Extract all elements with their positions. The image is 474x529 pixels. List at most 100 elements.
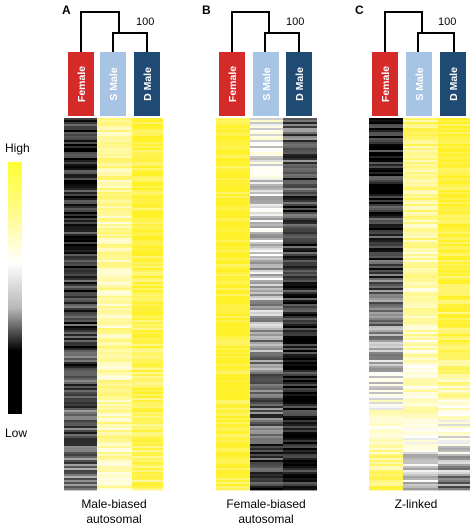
heatmap-cell [216,182,250,185]
heatmap-cell [64,484,97,487]
heatmap-cell [216,294,250,297]
heatmap-cell [64,306,97,309]
heatmap-cell [250,286,283,289]
panel-b: B 100 Female S Male D Male Female-biased… [202,3,317,526]
heatmap-cell [438,256,470,259]
heatmap-cell [438,418,470,421]
heatmap-cell [64,120,97,123]
heatmap-cell [132,156,163,159]
heatmap-cell [369,312,403,315]
heatmap-cell [250,412,283,415]
heatmap-cell [97,438,132,441]
heatmap-cell [132,318,163,321]
heatmap-cell [250,414,283,417]
heatmap-cell [97,336,132,339]
heatmap-cell [283,178,317,181]
heatmap-cell [369,184,403,187]
heatmap-cell [403,364,438,367]
heatmap-cell [369,156,403,159]
heatmap-cell [438,212,470,215]
heatmap-cell [97,182,132,185]
heatmap-column-0 [64,118,97,491]
heatmap-cell [403,416,438,419]
heatmap-cell [64,246,97,249]
heatmap-cell [250,250,283,253]
heatmap-cell [403,120,438,123]
heatmap-cell [369,208,403,211]
heatmap-cell [283,222,317,225]
heatmap-cell [438,410,470,413]
heatmap-cell [250,394,283,397]
heatmap-cell [216,348,250,351]
heatmap-cell [403,426,438,429]
heatmap-cell [216,130,250,133]
heatmap-cell [216,232,250,235]
heatmap-cell [369,134,403,137]
heatmap-cell [403,212,438,215]
heatmap-cell [283,442,317,445]
heatmap-cell [64,470,97,473]
heatmap-column-1 [250,118,283,491]
heatmap-cell [64,170,97,173]
heatmap-cell [283,448,317,451]
heatmap-cell [216,278,250,281]
heatmap-cell [97,404,132,407]
heatmap-cell [97,328,132,331]
heatmap-cell [97,430,132,433]
heatmap-cell [64,380,97,383]
heatmap-cell [64,400,97,403]
heatmap-cell [64,264,97,267]
heatmap-cell [438,132,470,135]
heatmap-cell [64,374,97,377]
heatmap-cell [64,480,97,483]
heatmap-cell [132,246,163,249]
heatmap-cell [97,416,132,419]
heatmap-cell [438,480,470,483]
heatmap-cell [403,346,438,349]
heatmap-cell [250,482,283,485]
heatmap-cell [216,484,250,487]
heatmap-cell [132,290,163,293]
heatmap-cell [250,120,283,123]
heatmap-cell [403,308,438,311]
heatmap-cell [283,286,317,289]
legend-low-label: Low [5,426,27,440]
heatmap-cell [403,410,438,413]
heatmap-cell [369,300,403,303]
heatmap-cell [97,350,132,353]
heatmap-cell [283,456,317,459]
heatmap-cell [438,142,470,145]
heatmap-cell [403,482,438,485]
heatmap-cell [216,128,250,131]
heatmap-cell [250,244,283,247]
heatmap-cell [132,202,163,205]
heatmap-cell [369,418,403,421]
heatmap-cell [216,318,250,321]
heatmap-cell [216,142,250,145]
heatmap-cell [369,118,403,121]
heatmap-cell [438,350,470,353]
heatmap-cell [283,284,317,287]
heatmap-cell [132,162,163,165]
heatmap-cell [403,156,438,159]
heatmap-cell [438,408,470,411]
heatmap-cell [283,398,317,401]
heatmap-cell [97,482,132,485]
heatmap-cell [216,466,250,469]
heatmap-cell [64,184,97,187]
heatmap-cell [369,256,403,259]
heatmap-cell [438,156,470,159]
heatmap-cell [438,238,470,241]
heatmap-cell [283,180,317,183]
heatmap-cell [97,236,132,239]
heatmap-cell [403,376,438,379]
heatmap-cell [216,468,250,471]
heatmap-cell [283,266,317,269]
heatmap-cell [438,398,470,401]
heatmap-cell [438,266,470,269]
heatmap-cell [369,466,403,469]
heatmap-cell [64,472,97,475]
heatmap-cell [403,268,438,271]
heatmap-cell [250,204,283,207]
heatmap-cell [403,284,438,287]
